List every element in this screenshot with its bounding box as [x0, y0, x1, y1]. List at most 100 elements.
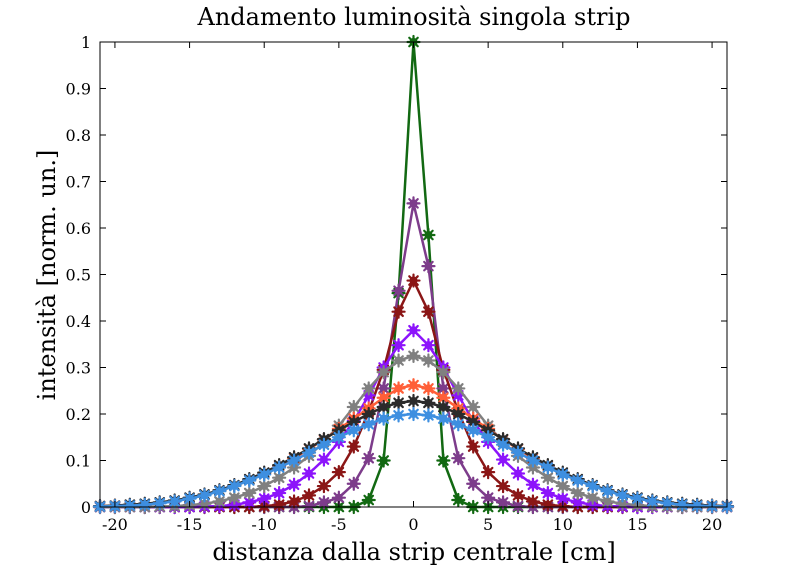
data-point [436, 411, 451, 426]
data-point [466, 399, 481, 415]
data-point [436, 399, 451, 415]
data-point [137, 497, 152, 512]
data-point [406, 273, 421, 288]
data-point [406, 323, 421, 338]
data-point [421, 381, 436, 396]
data-point [361, 417, 376, 432]
data-point [361, 451, 376, 466]
data-point [451, 381, 466, 396]
data-point [421, 408, 436, 423]
data-point [481, 430, 496, 445]
y-tick-label: 0 [81, 498, 91, 517]
data-point [376, 453, 391, 468]
data-point [242, 473, 257, 488]
data-point [376, 381, 391, 396]
data-point [346, 439, 361, 454]
y-tick-label: 0.5 [66, 266, 91, 285]
plot-series [92, 34, 735, 515]
data-point [286, 453, 302, 468]
x-tick-label: -20 [102, 515, 128, 534]
y-axis-label: intensità [norm. un.] [33, 150, 61, 401]
data-point [272, 470, 287, 485]
y-tick-label: 0.8 [66, 126, 91, 145]
data-point [301, 445, 317, 460]
data-point [495, 437, 511, 452]
data-point [540, 497, 555, 512]
data-point [645, 494, 660, 509]
data-point [286, 494, 302, 509]
y-tick-label: 0.7 [66, 173, 91, 192]
data-point [182, 491, 197, 506]
data-point [227, 490, 242, 505]
data-point [391, 408, 406, 423]
data-point [600, 484, 615, 499]
data-point [570, 495, 585, 510]
data-point [451, 406, 466, 422]
data-point [346, 399, 361, 415]
data-point [331, 430, 346, 445]
data-point [675, 497, 690, 512]
data-point [406, 348, 421, 363]
axes: -20 -15 -10 -5 0 5 10 15 20 0 0.1 0.2 0.3 0.4 0.5 0.6 0.… [66, 33, 728, 534]
data-point [301, 488, 317, 503]
data-point [212, 484, 227, 499]
data-point [391, 304, 406, 319]
data-point [525, 494, 541, 509]
data-point [391, 381, 406, 396]
data-point [272, 485, 287, 501]
data-point [510, 466, 526, 481]
x-axis-label: distanza dalla strip centrale [cm] [212, 538, 615, 566]
data-point [406, 406, 421, 422]
data-point [391, 338, 406, 353]
data-point [152, 496, 167, 511]
data-point [376, 365, 391, 380]
data-point [406, 378, 421, 393]
data-point [391, 353, 406, 368]
data-point [316, 452, 332, 467]
data-point [466, 476, 481, 491]
data-point [331, 490, 346, 505]
data-point [481, 465, 496, 480]
series-8 [92, 406, 735, 514]
data-point [555, 491, 570, 506]
data-point [257, 467, 272, 482]
data-point [555, 478, 570, 494]
data-point [122, 498, 137, 513]
x-tick-label: 15 [627, 515, 647, 534]
y-tick-label: 0.4 [66, 312, 91, 331]
data-point [570, 473, 585, 488]
data-point [481, 490, 496, 505]
series-line [100, 279, 727, 509]
data-point [436, 365, 451, 380]
data-point [495, 495, 511, 510]
data-point [495, 478, 511, 494]
data-point [406, 393, 421, 409]
data-point [391, 395, 406, 410]
x-tick-label: 5 [483, 515, 493, 534]
x-tick-label: 20 [702, 515, 722, 534]
y-tick-label: 0.6 [66, 219, 91, 238]
data-point [555, 467, 570, 482]
data-point [690, 498, 705, 513]
data-point [227, 478, 242, 494]
data-point [301, 466, 317, 481]
data-point [421, 259, 436, 274]
data-point [167, 494, 182, 509]
data-point [331, 465, 346, 480]
data-point [197, 488, 212, 503]
data-point [361, 381, 376, 396]
data-point [421, 338, 436, 353]
data-point [585, 478, 600, 494]
y-tick-label: 0.1 [66, 452, 91, 471]
data-point [540, 485, 555, 501]
data-point [242, 485, 257, 501]
data-point [451, 417, 466, 432]
data-point [495, 452, 511, 467]
data-point [540, 460, 555, 475]
x-tick-label: 0 [408, 515, 418, 534]
data-point [421, 304, 436, 319]
series-3 [92, 273, 735, 515]
data-point [391, 283, 406, 298]
data-point [466, 414, 481, 430]
data-point [361, 492, 376, 508]
